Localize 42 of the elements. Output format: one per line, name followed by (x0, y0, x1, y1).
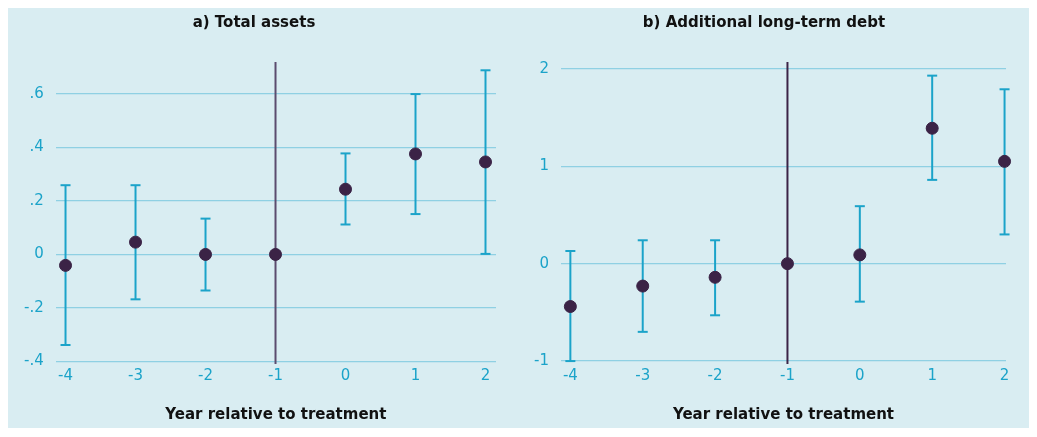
point (563, 300, 577, 314)
point (998, 154, 1012, 168)
point (853, 248, 867, 262)
point (708, 270, 722, 284)
point (409, 147, 422, 161)
chart-title: b) Additional long-term debt (642, 12, 886, 31)
x-tick-label: 2 (480, 365, 491, 384)
x-axis-title: Year relative to treatment (164, 404, 387, 423)
point (269, 247, 283, 261)
x-tick-label: -4 (562, 365, 578, 384)
point (59, 258, 73, 272)
y-tick-label: 2 (539, 58, 549, 77)
point (925, 121, 939, 135)
x-tick-label: 0 (855, 365, 865, 384)
y-tick-label: 0 (34, 244, 44, 263)
x-tick-label: 0 (340, 365, 351, 384)
y-tick-label: -1 (533, 350, 549, 369)
x-tick-label: -1 (779, 365, 795, 384)
x-tick-label: -1 (268, 365, 283, 384)
x-tick-label: -4 (58, 365, 74, 384)
y-tick-label: .6 (29, 83, 44, 102)
point (199, 247, 213, 261)
x-tick-label: -3 (635, 365, 651, 384)
x-tick-label: -3 (128, 365, 143, 384)
point (479, 155, 492, 169)
x-tick-label: -2 (707, 365, 723, 384)
y-tick-label: -.4 (23, 351, 44, 370)
x-tick-label: -2 (198, 365, 213, 384)
y-tick-label: 1 (539, 156, 549, 175)
x-tick-label: 1 (927, 365, 937, 384)
point (636, 279, 650, 293)
point (129, 235, 143, 249)
x-axis-title: Year relative to treatment (671, 404, 895, 423)
x-tick-label: 1 (410, 365, 421, 384)
x-tick-label: 2 (999, 365, 1010, 384)
y-tick-label: -.2 (23, 297, 44, 316)
y-tick-label: .4 (29, 137, 44, 156)
point (339, 182, 353, 196)
y-tick-label: 0 (539, 253, 549, 272)
y-tick-label: .2 (29, 190, 44, 209)
point (780, 257, 794, 271)
chart-title: a) Total assets (192, 12, 316, 31)
